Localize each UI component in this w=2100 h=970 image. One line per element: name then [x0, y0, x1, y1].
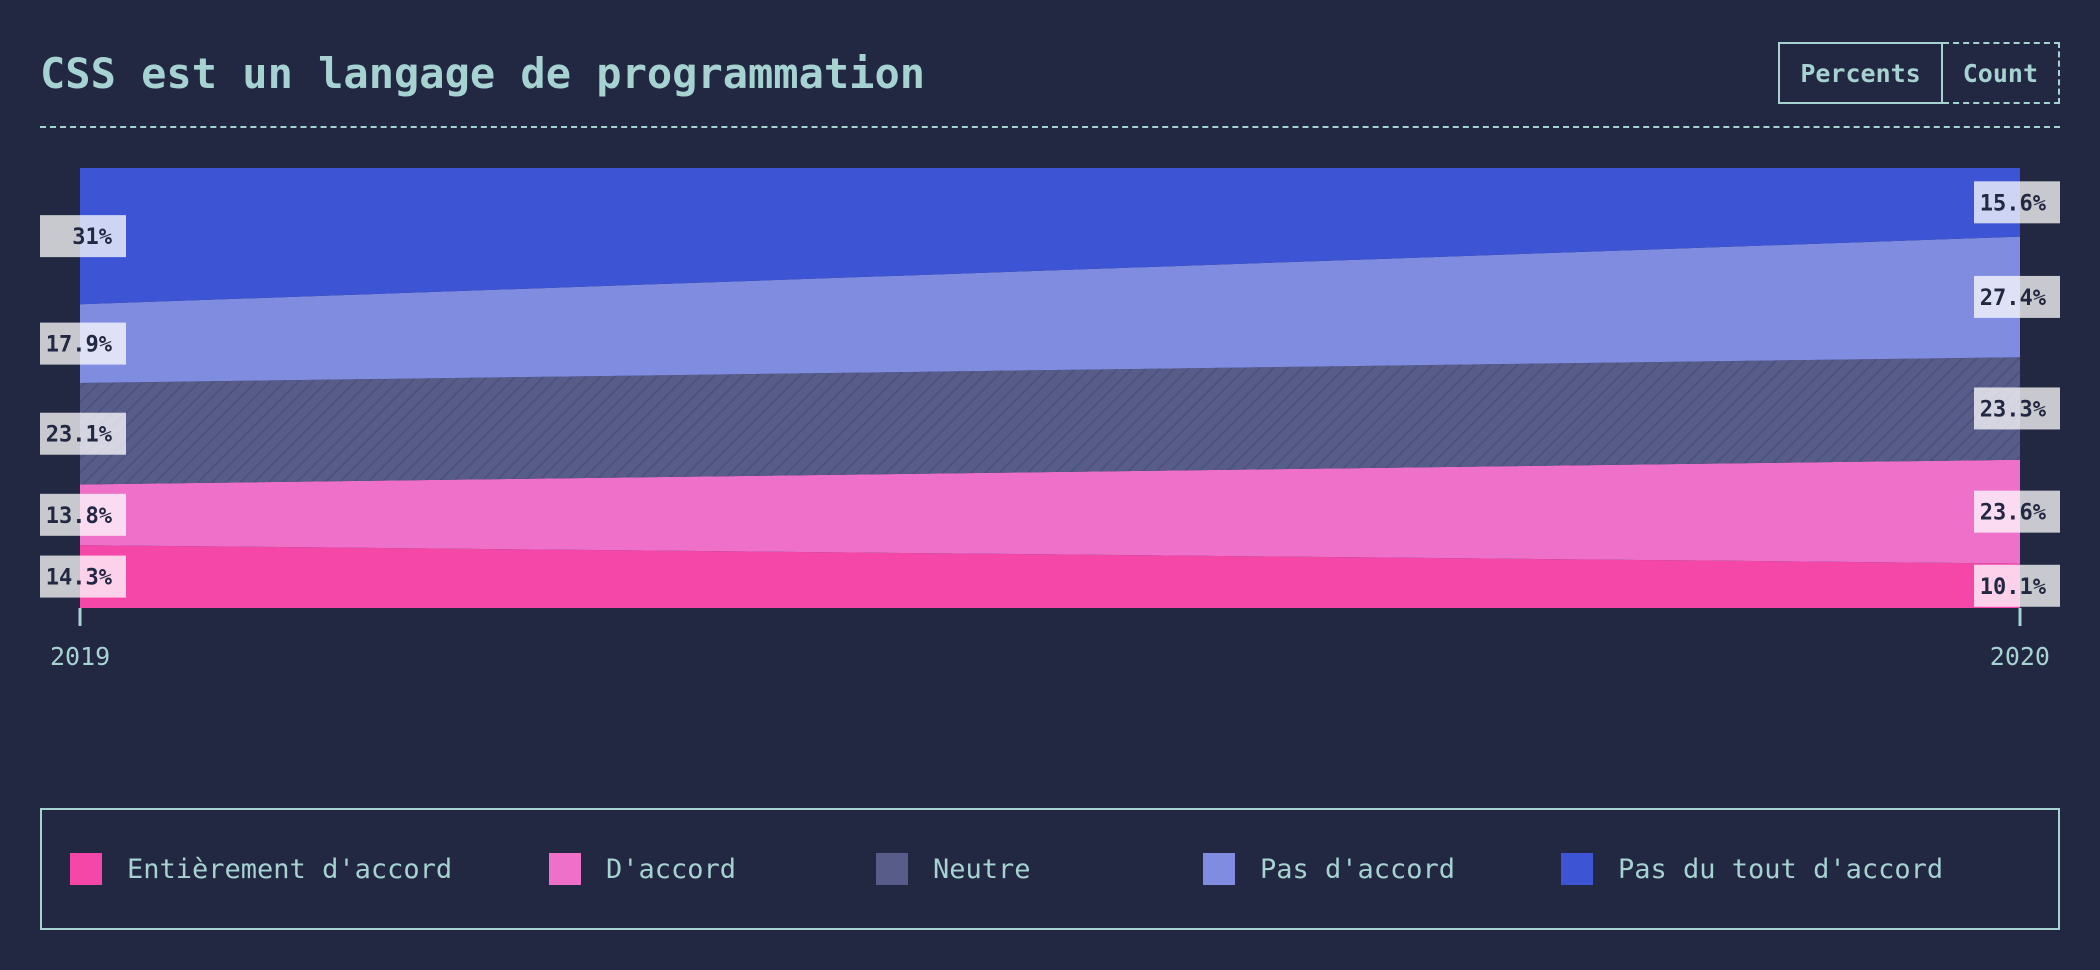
x-axis: 2019 2020 — [50, 608, 2050, 671]
data-label: 23.6% — [1974, 490, 2060, 533]
legend-swatch — [70, 853, 102, 885]
legend-swatch — [1561, 853, 1593, 885]
legend-label: D'accord — [606, 853, 737, 885]
data-label-box — [1974, 490, 2060, 533]
data-label-text: 23.1% — [46, 423, 113, 448]
data-label: 15.6% — [1974, 181, 2060, 224]
legend-label: Neutre — [933, 853, 1031, 885]
data-label-text: 15.6% — [1980, 191, 2047, 216]
data-label-text: 13.8% — [46, 504, 113, 529]
data-labels: 14.3% 10.1% 13.8% 23.6% 23.1% 23.3% 17.9% 27.4%… — [40, 181, 2060, 607]
stacked-area-chart: 2019 2020 14.3% 10.1%13.8% 23.6%23.1%23.3%1… — [40, 168, 2060, 671]
data-label-box — [40, 493, 126, 536]
legend-label: Pas d'accord — [1260, 853, 1456, 885]
legend-item-pas-d-accord[interactable]: Pas d'accord — [1203, 810, 1455, 928]
x-tick-label-2020: 2020 — [1990, 642, 2050, 671]
chart-title: CSS est un langage de programmation — [40, 49, 926, 98]
data-label: 23.1% — [40, 412, 126, 455]
data-label: 23.3% — [1974, 387, 2060, 430]
data-label-text: 14.3% — [46, 566, 113, 591]
data-label: 27.4% — [1974, 275, 2060, 318]
data-label-box — [1974, 564, 2060, 607]
data-label-text: 10.1% — [1980, 575, 2047, 600]
legend: Entièrement d'accord D'accord Neutre Pas d'… — [40, 808, 2060, 930]
data-label: 13.8% — [40, 493, 126, 536]
data-label-text: 23.3% — [1980, 397, 2047, 422]
area-d-accord[interactable] — [80, 459, 2020, 564]
x-tick-label-2019: 2019 — [50, 642, 110, 671]
count-toggle-button[interactable]: Count — [1942, 42, 2060, 104]
legend-label: Entièrement d'accord — [127, 853, 453, 885]
legend-item-d-accord[interactable]: D'accord — [549, 810, 736, 928]
units-toggle: Percents Count — [1778, 42, 2060, 104]
area-neutre[interactable] — [80, 357, 2020, 485]
data-label-box — [40, 322, 126, 365]
data-label: 17.9% — [40, 322, 126, 365]
legend-item-neutre[interactable]: Neutre — [876, 810, 1031, 928]
legend-swatch — [549, 853, 581, 885]
area-pas-du-tout-d-accord[interactable] — [80, 168, 2020, 305]
data-label-text: 17.9% — [46, 333, 113, 358]
data-label-text: 23.6% — [1980, 501, 2047, 526]
data-label-box — [1974, 275, 2060, 318]
data-label-box — [40, 412, 126, 455]
area-layers — [80, 168, 2020, 608]
data-label-text: 31% — [72, 225, 112, 250]
data-label-text: 27.4% — [1980, 286, 2047, 311]
data-label-box — [1974, 181, 2060, 224]
legend-item-pas-du-tout-d-accord[interactable]: Pas du tout d'accord — [1561, 810, 1943, 928]
area-enti-rement-d-accord[interactable] — [80, 545, 2020, 608]
legend-item-enti-rement-d-accord[interactable]: Entièrement d'accord — [70, 810, 452, 928]
legend-swatch — [876, 853, 908, 885]
header-divider — [40, 126, 2060, 128]
data-label-box — [1974, 387, 2060, 430]
data-label-box — [40, 215, 126, 258]
data-label: 14.3% — [40, 555, 126, 598]
percents-toggle-button[interactable]: Percents — [1778, 42, 1943, 104]
data-label: 31% — [40, 215, 126, 258]
data-label-box — [40, 555, 126, 598]
data-label: 10.1% — [1974, 564, 2060, 607]
legend-label: Pas du tout d'accord — [1618, 853, 1944, 885]
legend-swatch — [1203, 853, 1235, 885]
area-pas-d-accord[interactable] — [80, 236, 2020, 383]
